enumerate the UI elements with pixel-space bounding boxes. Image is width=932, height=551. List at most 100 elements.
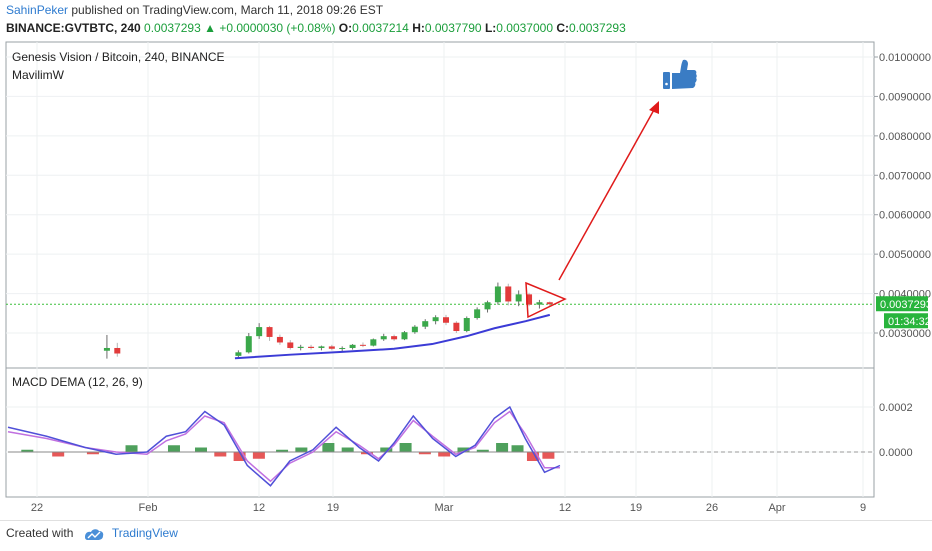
macd-histogram-bar [167, 445, 180, 452]
candle-down [287, 342, 294, 348]
macd-histogram-bar [399, 443, 412, 452]
macd-axis: 0.0002 0.0000 [560, 402, 913, 459]
candle-up [245, 336, 252, 353]
x-tick-label: 19 [327, 502, 339, 514]
x-tick-label: 19 [630, 502, 642, 514]
last-price-tag [876, 296, 928, 312]
published-text: published on TradingView.com, March 11, … [68, 3, 384, 17]
close-value: 0.0037293 [569, 21, 626, 35]
time-axis: 22 Feb 12 19 Mar 12 19 26 Apr 9 [31, 502, 866, 514]
change-value: +0.0000030 (+0.08%) [219, 21, 336, 35]
y-tick-label: 0.0090000 [879, 91, 931, 103]
chart-canvas[interactable]: 22 Feb 12 19 Mar 12 19 26 Apr 9 0.0100000 0.009000… [0, 0, 932, 520]
chart-frame [5, 41, 875, 498]
candle-up [536, 302, 543, 305]
countdown-tag [884, 313, 928, 329]
macd-histogram-bar [511, 445, 524, 452]
candle-up [411, 326, 418, 333]
price-axis: 0.0100000 0.0090000 0.0080000 0.0070000 0.00… [874, 52, 931, 340]
macd-histogram-bar [496, 443, 509, 452]
close-label: C: [556, 21, 570, 35]
candle-down [359, 344, 366, 346]
macd-histogram-bar [52, 452, 65, 457]
candle-down [391, 336, 398, 340]
price-value: 0.0037293 [144, 21, 201, 35]
candle-up [297, 346, 304, 348]
publication-line: SahinPeker published on TradingView.com,… [6, 3, 383, 17]
low-label: L: [484, 21, 497, 35]
author-link[interactable]: SahinPeker [6, 3, 69, 17]
footer-bar [0, 520, 932, 551]
symbol-label: BINANCE:GVTBTC, 240 [6, 21, 141, 35]
chart-title: Genesis Vision / Bitcoin, 240, BINANCE [12, 50, 225, 64]
macd-y-tick-label: 0.0000 [879, 447, 913, 459]
candle-up [349, 344, 356, 348]
candle-up [235, 352, 242, 356]
macd-histogram-bar [380, 447, 393, 452]
mavilimw-path [234, 313, 551, 360]
macd-histogram-bar [322, 443, 335, 452]
candle-down [526, 294, 533, 305]
up-triangle-icon: ▲ [204, 21, 216, 35]
grid [6, 42, 874, 497]
high-label: H: [412, 21, 425, 35]
candle-up [370, 339, 377, 346]
candle-down [308, 346, 315, 348]
high-value: 0.0037790 [424, 21, 482, 35]
macd-histogram-bar [476, 449, 489, 452]
candle-up [484, 302, 491, 310]
candle-up [474, 309, 481, 319]
open-value: 0.0037214 [352, 21, 409, 35]
macd-histogram-bar [438, 452, 451, 457]
candle-down [276, 336, 283, 343]
macd-histogram-bar [125, 445, 138, 452]
triangle-drawing[interactable] [525, 281, 567, 319]
tradingview-logo-icon [84, 529, 103, 540]
candle-down [266, 327, 273, 337]
x-tick-label: Feb [139, 502, 158, 514]
macd-histogram-bar [542, 452, 555, 459]
macd-histogram-bar [252, 452, 265, 459]
macd-histogram-bar [457, 447, 470, 452]
macd-histogram-bar [195, 447, 207, 452]
macd-histogram-bar [86, 452, 99, 455]
candle-down [505, 286, 512, 302]
macd-y-tick-label: 0.0002 [879, 402, 913, 414]
indicator-label: MavilimW [12, 68, 65, 82]
candle-up [401, 332, 408, 340]
ticker-line: BINANCE:GVTBTC, 240 0.0037293 ▲ +0.00000… [6, 21, 626, 35]
open-label: O: [338, 21, 353, 35]
footer-credit: Created with TradingView [6, 526, 178, 541]
candle-up [256, 327, 263, 337]
candles [103, 282, 553, 359]
candle-up [339, 347, 346, 349]
candle-up [103, 347, 110, 351]
x-tick-label: 12 [559, 502, 571, 514]
macd-histogram-bar [21, 449, 34, 452]
x-tick-label: 22 [31, 502, 43, 514]
arrow-head [649, 101, 659, 114]
candle-up [380, 336, 387, 340]
candle-up [432, 317, 439, 322]
macd-histogram-bar [526, 452, 539, 461]
thumbs-up-icon [663, 59, 697, 89]
candle-up [318, 346, 325, 348]
macd-histogram-bar [214, 452, 227, 457]
y-tick-label: 0.0030000 [879, 328, 931, 340]
candle-up [494, 286, 501, 303]
y-tick-label: 0.0100000 [879, 52, 931, 64]
tradingview-link[interactable]: TradingView [111, 526, 178, 540]
macd-histogram-bar [418, 452, 431, 455]
macd-signal-line [7, 410, 560, 483]
last-price-line: 0.0037293 01:34:32 [6, 296, 932, 329]
arrow-drawing[interactable] [558, 107, 656, 281]
candle-down [328, 346, 335, 349]
y-tick-label: 0.0050000 [879, 249, 931, 261]
candle-down [114, 347, 121, 354]
macd-label: MACD DEMA (12, 26, 9) [12, 375, 143, 389]
candle-down [453, 322, 460, 332]
candle-down [443, 317, 449, 323]
candle-up [463, 318, 470, 332]
candle-down [546, 302, 553, 305]
x-tick-label: 9 [860, 502, 866, 514]
